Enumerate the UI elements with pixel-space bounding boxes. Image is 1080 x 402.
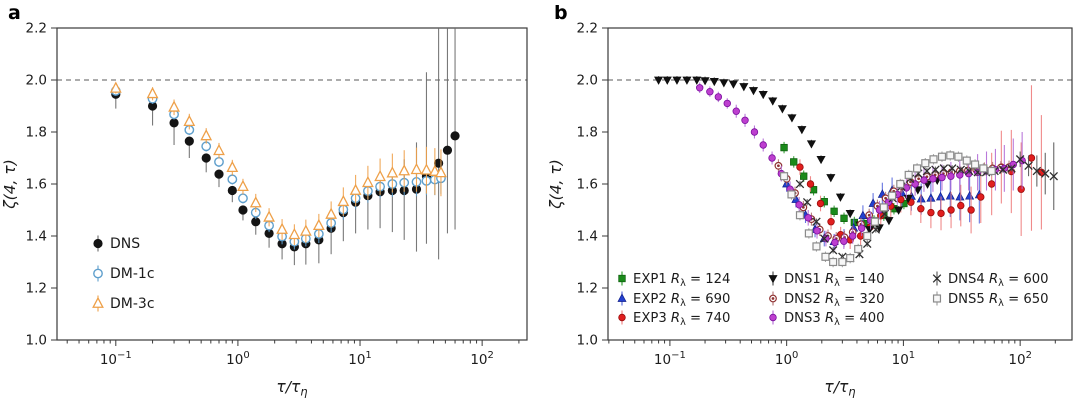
y-tick-label: 1.6 [26, 177, 47, 193]
legend-label-EXP1: EXP1 Rλ = 124 [633, 272, 730, 289]
legend-label-DNS2: DNS2 Rλ = 320 [784, 292, 885, 309]
x-tick-label: 102 [1008, 350, 1032, 368]
legend-label-DNS4: DNS4 Rλ = 600 [948, 272, 1049, 289]
legend-label-DNS5: DNS5 Rλ = 650 [948, 292, 1049, 309]
x-tick-label: 102 [470, 350, 494, 368]
y-tick-label: 1.6 [577, 177, 598, 193]
legend-label-DNS1: DNS1 Rλ = 140 [784, 272, 885, 289]
legend-label-EXP3: EXP3 Rλ = 740 [633, 311, 730, 328]
panel-a-plot: 10−1 100 101 102 1.0 1.2 1.4 1.6 1.8 2.0 2.2 DNS DM-… [1, 21, 528, 399]
y-tick-label: 1.4 [26, 229, 47, 245]
legend-label-EXP2: EXP2 Rλ = 690 [633, 292, 730, 309]
y-tick-label: 1.8 [26, 125, 47, 141]
legend: EXP1 Rλ = 124 EXP2 Rλ = 690 EXP3 Rλ = 740 D… [617, 271, 1049, 328]
plot-frame [607, 27, 1073, 341]
legend: DNS DM-1c DM-3c [92, 235, 155, 312]
x-axis-label: τ/τη [276, 378, 307, 399]
series-DM-3c [109, 81, 447, 246]
y-tick-label: 2.2 [26, 21, 47, 37]
legend-label-DNS3: DNS3 Rλ = 400 [784, 311, 885, 328]
legend-label-DM-3c: DM-3c [110, 296, 155, 312]
y-axis-label: ζ(4, τ) [547, 159, 565, 210]
x-tick-label: 10−1 [654, 350, 686, 368]
series-DM-1c [110, 86, 446, 250]
plot-frame [56, 27, 528, 341]
y-tick-label: 2.0 [577, 73, 598, 89]
panel-b-plot: 10−1 100 101 102 1.0 1.2 1.4 1.6 1.8 2.0 2.2 EXP1 R… [547, 21, 1073, 399]
x-axis: 10−1 100 101 102 [608, 340, 1056, 368]
y-axis: 1.0 1.2 1.4 1.6 1.8 2.0 2.2 [577, 21, 608, 349]
panel-a-letter: a [8, 2, 21, 24]
y-tick-label: 1.0 [577, 333, 598, 349]
x-tick-label: 101 [892, 350, 916, 368]
x-axis: 10−1 100 101 102 [66, 340, 520, 368]
y-tick-label: 1.2 [577, 281, 598, 297]
panel-b-letter: b [554, 2, 568, 24]
y-tick-label: 1.2 [26, 281, 47, 297]
x-tick-label: 100 [226, 350, 250, 368]
y-tick-label: 2.0 [26, 73, 47, 89]
y-tick-label: 2.2 [577, 21, 598, 37]
series-DNS5 [779, 150, 996, 268]
series-DNS [111, 28, 460, 266]
x-tick-label: 10−1 [100, 350, 132, 368]
y-tick-label: 1.8 [577, 125, 598, 141]
y-axis: 1.0 1.2 1.4 1.6 1.8 2.0 2.2 [26, 21, 57, 349]
x-tick-label: 100 [775, 350, 799, 368]
x-tick-label: 101 [348, 350, 372, 368]
series-DNS1 [654, 76, 942, 235]
y-axis-label: ζ(4, τ) [1, 159, 19, 210]
x-axis-label: τ/τη [824, 378, 855, 399]
y-tick-label: 1.4 [577, 229, 598, 245]
legend-label-DNS: DNS [110, 236, 140, 252]
legend-label-DM-1c: DM-1c [110, 266, 155, 282]
y-tick-label: 1.0 [26, 333, 47, 349]
